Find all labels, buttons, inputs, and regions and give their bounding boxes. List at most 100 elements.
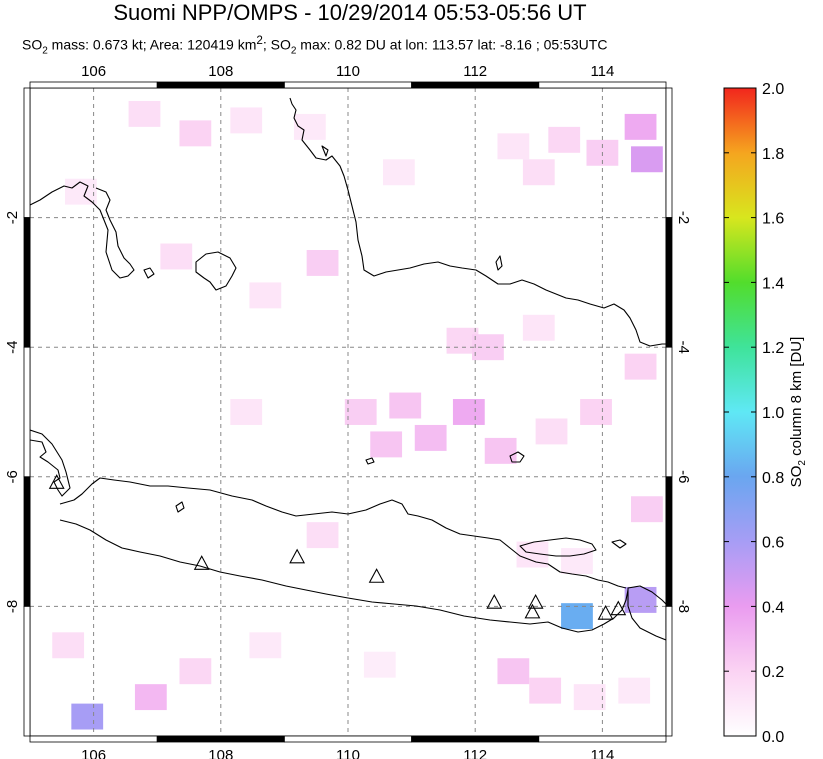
subtitle-max-prefix: ; SO — [262, 36, 291, 53]
border-bar-left — [23, 217, 31, 348]
border-bar-right — [665, 606, 673, 737]
lat-tick-label-left: -4 — [4, 341, 21, 354]
lon-tick-label-top: 108 — [208, 63, 233, 80]
so2-pixel — [624, 113, 657, 140]
so2-pixel — [548, 126, 581, 153]
border-bar-right — [665, 346, 673, 478]
colorbar-tick-label: 0.0 — [762, 729, 784, 746]
colorbar-label-pre: SO — [788, 465, 805, 488]
so2-pixel — [535, 418, 568, 445]
border-bar-left — [23, 346, 31, 478]
border-bar-left — [23, 476, 31, 607]
colorbar-ticks: 0.0 0.2 0.4 0.6 0.8 1.0 1.2 1.4 1.6 1.8 2.0 — [724, 81, 784, 746]
coast-kangean — [611, 539, 627, 549]
so2-pixel — [414, 424, 447, 451]
subtitle-max-text: max: 0.82 DU at lon: 113.57 lat: -8.16 ;… — [296, 36, 608, 53]
so2-pixel — [134, 684, 167, 711]
subtitle-mass-text: mass: 0.673 kt; Area: 120419 km — [47, 36, 257, 53]
colorbar-tick-label: 0.6 — [762, 535, 784, 552]
so2-pixel — [580, 399, 612, 425]
so2-pixel — [561, 548, 593, 574]
coast-laut-islet — [495, 255, 503, 271]
lon-tick-label-bottom: 106 — [81, 747, 106, 759]
so2-pixel — [382, 159, 415, 186]
so2-pixel — [618, 677, 651, 704]
coast-bali — [627, 585, 666, 641]
so2-pixel — [631, 496, 663, 523]
so2-pixel — [306, 250, 339, 276]
border-bar-top — [411, 81, 540, 89]
volcano-icon — [610, 600, 627, 616]
volcano-icon — [524, 603, 541, 619]
lon-tick-label-bottom: 108 — [208, 747, 233, 759]
so2-pixel — [497, 658, 530, 685]
volcano-icon — [527, 593, 544, 609]
colorbar-tick-label: 1.0 — [762, 405, 784, 422]
border-bar-left — [23, 606, 31, 737]
so2-pixel — [179, 658, 212, 685]
border-bar-bottom — [411, 735, 540, 743]
so2-pixel — [344, 399, 377, 425]
so2-pixel — [128, 100, 161, 127]
coast-java-south — [59, 519, 629, 633]
volcano-icon — [193, 555, 210, 570]
so2-pixel — [573, 684, 606, 711]
colorbar-tick-label: 1.8 — [762, 146, 784, 163]
lon-tick-label-top: 112 — [463, 63, 487, 80]
lat-tick-label-left: -8 — [4, 600, 21, 613]
so2-pixel — [363, 651, 396, 678]
so2-pixel-layer — [52, 100, 663, 730]
colorbar-label-sub: 2 — [797, 460, 808, 466]
border-bar-right — [665, 217, 673, 348]
volcano-icon — [289, 548, 306, 564]
coast-java-north — [59, 477, 627, 589]
so2-pixel — [389, 392, 422, 419]
colorbar-label: SO2 column 8 km [DU] — [788, 337, 808, 488]
coast-bangka — [195, 251, 237, 291]
colorbar-tick-label: 2.0 — [762, 81, 784, 98]
coast-borneo-islet — [321, 145, 329, 157]
so2-pixel — [522, 314, 555, 341]
coast-sumatra-south — [30, 429, 71, 497]
border-bar-top — [156, 81, 285, 89]
border-bar-bottom — [538, 735, 667, 743]
volcano-icon — [486, 593, 503, 609]
so2-pixel — [52, 632, 85, 659]
so2-pixel — [497, 133, 530, 160]
coast-belitung-small — [143, 267, 155, 279]
lon-tick-label-bottom: 110 — [336, 747, 360, 759]
so2-pixel — [370, 431, 403, 458]
so2-pixel — [522, 159, 555, 186]
so2-pixel — [160, 243, 193, 270]
so2-pixel — [452, 399, 485, 425]
lat-lon-grid — [30, 88, 666, 736]
volcano-icon — [48, 474, 65, 489]
lon-tick-label-top: 110 — [336, 63, 360, 80]
lat-tick-label-right: -6 — [675, 470, 692, 483]
lon-tick-label-top: 114 — [590, 63, 614, 80]
so2-pixel — [249, 282, 282, 309]
coast-bawean — [509, 451, 525, 463]
border-bar-right — [665, 476, 673, 607]
lat-tick-label-right: -2 — [675, 211, 692, 224]
subtitle-so2-label: SO — [22, 36, 43, 53]
map-border-bars — [23, 81, 673, 743]
axis-tick-labels: 106 106 108 108 110 110 112 112 114 114 -2 -2 -4 -4 -6… — [4, 63, 692, 759]
coast-sumatra-east — [30, 181, 135, 279]
coast-karimunjawa — [365, 457, 375, 465]
lat-tick-label-left: -2 — [4, 211, 21, 224]
so2-pixel — [230, 399, 263, 425]
so2-pixel — [561, 603, 593, 630]
colorbar-tick-label: 0.2 — [762, 664, 784, 681]
border-bar-bottom — [156, 735, 285, 743]
subtitle-so2-subscript: 2 — [42, 45, 48, 57]
so2-pixel — [249, 632, 282, 659]
subtitle-max-subscript: 2 — [290, 45, 297, 57]
so2-pixel — [306, 522, 339, 549]
so2-pixel — [631, 146, 663, 173]
coast-thousand-islands — [175, 501, 185, 513]
lat-tick-label-right: -8 — [675, 600, 692, 613]
colorbar-tick-label: 0.4 — [762, 599, 784, 616]
volcano-icon — [597, 605, 614, 620]
